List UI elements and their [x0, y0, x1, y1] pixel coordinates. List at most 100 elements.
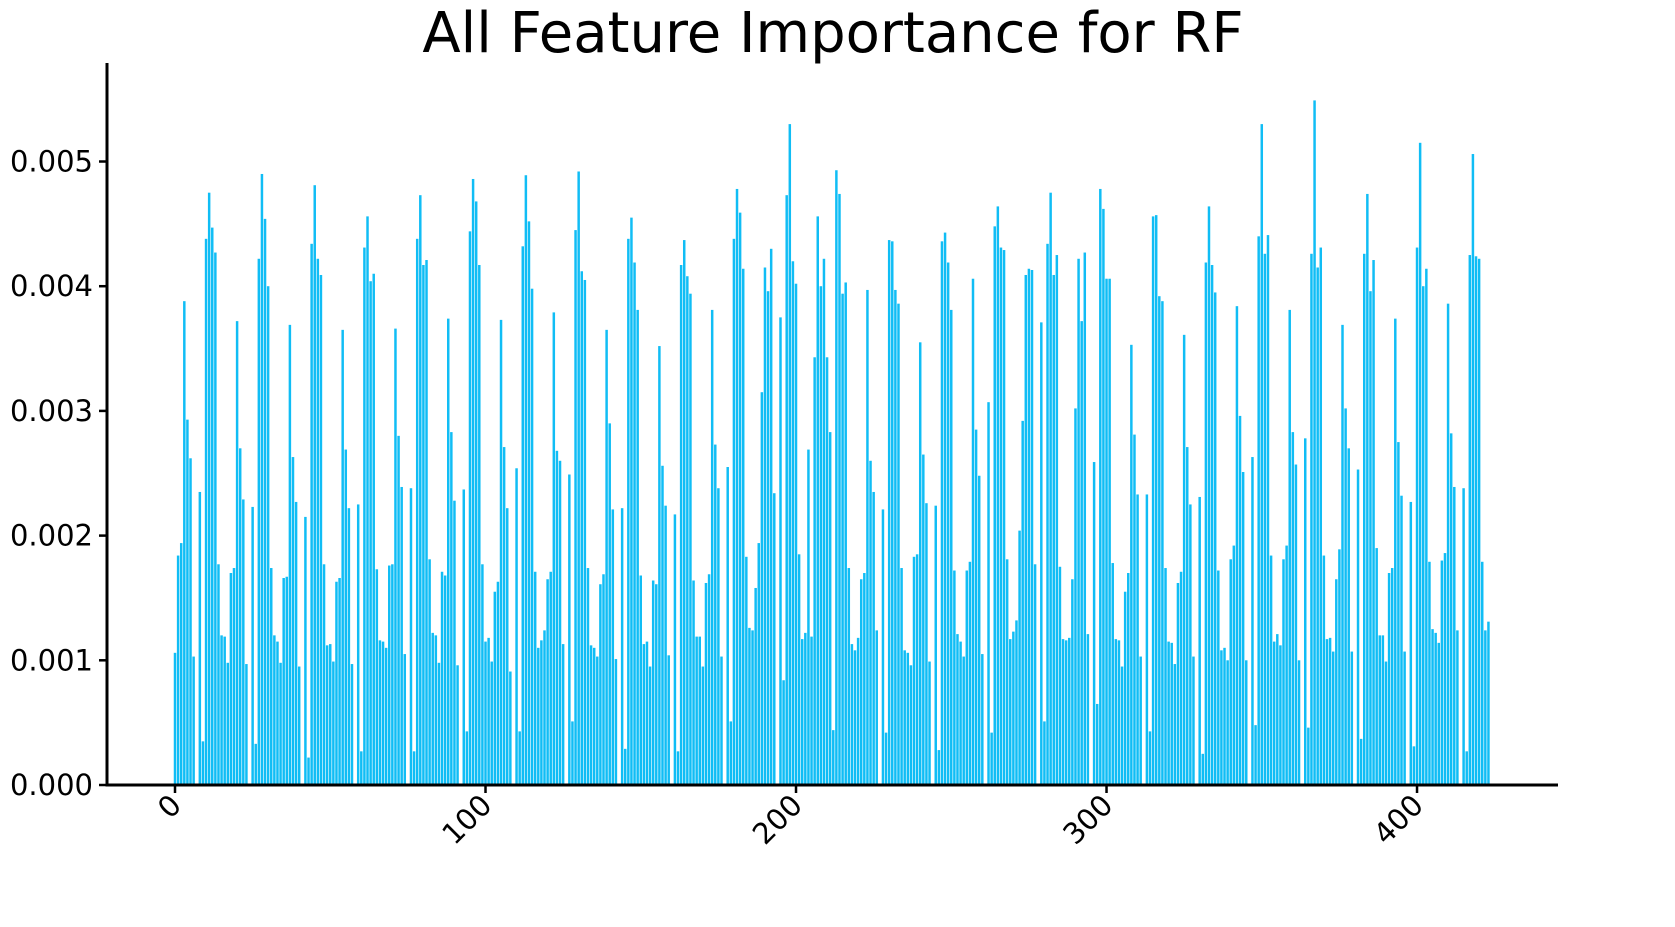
bar — [847, 568, 851, 785]
bar — [1477, 258, 1481, 785]
bar — [1179, 571, 1183, 785]
bar — [589, 645, 593, 785]
bar — [642, 644, 646, 785]
bar — [1102, 208, 1105, 786]
bar — [633, 262, 636, 785]
x-tick-label: 400 — [1367, 788, 1430, 851]
bar — [533, 571, 537, 785]
bar — [375, 569, 379, 785]
bar — [894, 289, 897, 785]
bar — [1241, 472, 1245, 785]
bar — [515, 468, 518, 785]
bar — [682, 240, 686, 786]
bar — [903, 650, 906, 785]
bar — [319, 274, 323, 785]
bar — [835, 170, 838, 786]
bar — [1210, 265, 1214, 785]
bar — [490, 661, 493, 785]
bar — [1260, 124, 1264, 785]
y-tick-label: 0.002 — [10, 519, 93, 553]
bar — [189, 458, 192, 785]
bar — [1099, 188, 1102, 786]
bar — [574, 230, 577, 786]
bar — [384, 647, 388, 785]
bar — [717, 488, 720, 785]
bar — [422, 265, 425, 785]
bar — [956, 634, 959, 785]
bar — [679, 265, 683, 785]
bar — [676, 751, 680, 785]
bar — [220, 635, 223, 785]
bar — [1114, 639, 1118, 785]
bar — [766, 291, 770, 785]
y-tick-label: 0.001 — [10, 643, 93, 677]
bar — [1161, 301, 1164, 785]
bar — [1487, 621, 1490, 785]
bar — [204, 238, 208, 785]
bar — [673, 514, 677, 785]
bar — [866, 289, 869, 785]
x-tick-label: 0 — [151, 788, 188, 825]
bar — [1068, 637, 1071, 785]
bar — [825, 357, 829, 785]
bar — [707, 574, 711, 785]
bar — [1387, 573, 1391, 785]
bar — [1080, 321, 1083, 785]
bar — [701, 666, 705, 785]
bar — [1015, 620, 1018, 785]
bar — [1061, 639, 1065, 785]
bar — [388, 565, 391, 785]
bar — [1229, 559, 1232, 785]
bar — [605, 329, 608, 785]
bar — [648, 666, 652, 785]
bar — [1189, 504, 1192, 785]
bar — [332, 661, 335, 785]
bar — [1123, 591, 1127, 785]
bar — [568, 474, 571, 785]
bar — [1409, 501, 1413, 785]
bar — [1279, 645, 1282, 785]
bar — [1182, 334, 1186, 785]
bar — [779, 317, 782, 785]
bar — [1381, 635, 1385, 785]
bar — [599, 584, 602, 785]
bar — [1341, 324, 1344, 785]
bar — [1027, 268, 1031, 785]
bar — [1356, 469, 1360, 785]
bar — [537, 647, 540, 785]
bar — [356, 504, 360, 785]
bar — [754, 587, 757, 785]
bar — [620, 508, 624, 785]
bar — [915, 554, 919, 785]
bar — [1471, 154, 1475, 785]
bar — [282, 578, 285, 785]
bar — [745, 556, 748, 785]
bar — [279, 662, 282, 785]
bar — [428, 559, 431, 785]
bar — [1192, 656, 1195, 785]
bar — [1418, 142, 1422, 785]
bar — [875, 630, 878, 785]
bar — [897, 303, 900, 785]
bar — [1077, 258, 1080, 785]
bar — [350, 664, 354, 785]
y-tick-label: 0.000 — [10, 768, 93, 802]
bar — [664, 505, 667, 785]
bar — [198, 491, 202, 785]
bar — [1434, 632, 1437, 785]
bar — [1136, 494, 1139, 785]
bar — [794, 283, 798, 785]
bar — [263, 218, 267, 785]
bar — [869, 460, 872, 785]
bar — [782, 680, 785, 785]
bar — [1074, 408, 1077, 785]
bar — [828, 432, 832, 785]
bar — [173, 652, 177, 785]
bar — [1083, 252, 1087, 785]
bar — [981, 654, 984, 785]
bar — [943, 232, 947, 786]
bar — [1012, 631, 1015, 785]
bar — [695, 636, 698, 785]
bar — [928, 661, 931, 785]
bar — [481, 564, 484, 785]
